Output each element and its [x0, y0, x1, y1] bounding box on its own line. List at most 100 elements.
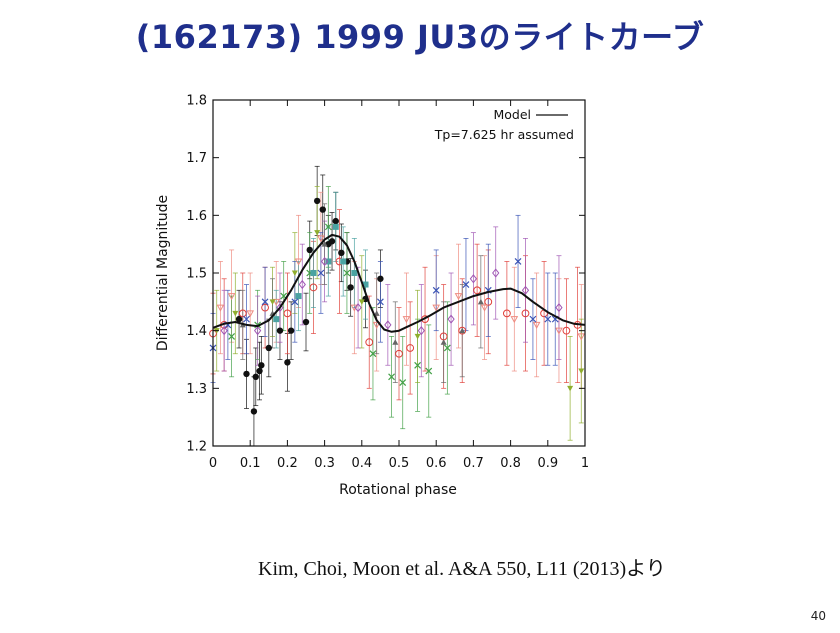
- data-point: [216, 304, 225, 312]
- data-point: [567, 385, 574, 392]
- data-point: [362, 281, 369, 288]
- data-point: [340, 258, 347, 265]
- x-tick-label: 0.3: [314, 456, 335, 471]
- data-point: [243, 315, 250, 323]
- data-point: [484, 297, 493, 306]
- data-point: [529, 315, 537, 323]
- data-point: [291, 298, 299, 306]
- data-point: [369, 350, 377, 358]
- data-point: [302, 318, 310, 326]
- data-point: [338, 249, 345, 257]
- data-point: [395, 349, 403, 358]
- data-point: [261, 303, 269, 312]
- y-tick-label: 1.5: [186, 267, 207, 282]
- data-point: [321, 241, 328, 247]
- data-point: [425, 367, 433, 375]
- x-tick-label: 0.2: [277, 456, 298, 471]
- y-tick-label: 1.4: [186, 324, 207, 339]
- data-point: [399, 379, 407, 386]
- x-tick-label: 0.7: [463, 456, 484, 471]
- data-point: [283, 309, 292, 318]
- error-bars: [210, 165, 584, 447]
- data-point: [284, 359, 291, 366]
- data-point: [521, 285, 530, 295]
- data-point: [577, 333, 586, 341]
- data-point: [287, 327, 295, 334]
- data-point: [343, 269, 351, 277]
- model-curve: [212, 233, 586, 333]
- data-point: [402, 316, 411, 324]
- data-point: [295, 293, 302, 300]
- x-tick-label: 0.9: [537, 456, 558, 471]
- data-point: [502, 309, 511, 318]
- data-point: [354, 302, 362, 313]
- data-point: [414, 361, 422, 369]
- data-point: [310, 270, 317, 276]
- data-point: [317, 235, 325, 243]
- data-point: [309, 283, 318, 292]
- data-point: [314, 230, 321, 236]
- x-tick-label: 0: [209, 456, 217, 471]
- data-point: [492, 268, 500, 278]
- data-point: [555, 302, 563, 313]
- data-point: [273, 316, 280, 323]
- y-tick-label: 1.6: [186, 209, 207, 224]
- data-point: [443, 344, 451, 352]
- y-tick-label: 1.7: [186, 151, 207, 166]
- data-point: [480, 304, 489, 312]
- data-point: [258, 362, 265, 369]
- data-point: [235, 315, 243, 323]
- data-point: [440, 339, 447, 345]
- data-point: [365, 338, 374, 347]
- data-point: [388, 373, 395, 381]
- data-point: [250, 408, 258, 415]
- data-point: [332, 223, 339, 230]
- data-point: [377, 275, 384, 282]
- data-point: [454, 293, 463, 301]
- data-points: [209, 197, 586, 415]
- data-point: [578, 368, 585, 375]
- data-point: [265, 344, 272, 352]
- data-point: [238, 309, 247, 318]
- data-point: [320, 256, 329, 267]
- data-point: [313, 197, 321, 205]
- data-point: [458, 326, 467, 335]
- slide-title: (162173) 1999 JU3のライトカーブ: [135, 18, 705, 56]
- data-point: [254, 326, 262, 336]
- data-point: [432, 304, 441, 312]
- data-point: [384, 320, 392, 330]
- data-point: [532, 321, 541, 329]
- x-tick-label: 0.5: [389, 456, 410, 471]
- data-point: [347, 284, 354, 291]
- legend-period-note: Tp=7.625 hr assumed: [434, 127, 574, 142]
- data-point: [510, 316, 519, 324]
- data-point: [325, 258, 332, 265]
- x-tick-label: 0.6: [426, 456, 447, 471]
- y-axis-label: Differential Magnitude: [155, 195, 171, 351]
- data-point: [324, 223, 332, 231]
- data-point: [256, 367, 263, 375]
- x-axis-label: Rotational phase: [339, 482, 457, 498]
- data-point: [276, 327, 284, 334]
- data-point: [544, 315, 552, 323]
- data-point: [417, 326, 425, 336]
- x-tick-label: 1: [581, 456, 589, 471]
- y-tick-label: 1.3: [186, 382, 207, 397]
- data-point: [358, 299, 365, 305]
- data-point: [319, 206, 326, 213]
- legend-model-label: Model: [493, 107, 531, 122]
- data-point: [473, 286, 482, 295]
- data-point: [406, 344, 415, 352]
- data-point: [432, 286, 440, 294]
- data-point: [447, 314, 455, 324]
- data-point: [294, 258, 303, 266]
- citation: Kim, Choi, Moon et al. A&A 550, L11 (201…: [258, 558, 666, 580]
- y-tick-label: 1.2: [186, 440, 207, 455]
- data-point: [243, 370, 250, 378]
- data-point: [232, 310, 239, 317]
- data-point: [477, 298, 484, 305]
- model-curve-group: [212, 233, 586, 333]
- data-point: [562, 326, 571, 335]
- y-tick-label: 1.8: [186, 94, 207, 109]
- data-point: [459, 327, 466, 334]
